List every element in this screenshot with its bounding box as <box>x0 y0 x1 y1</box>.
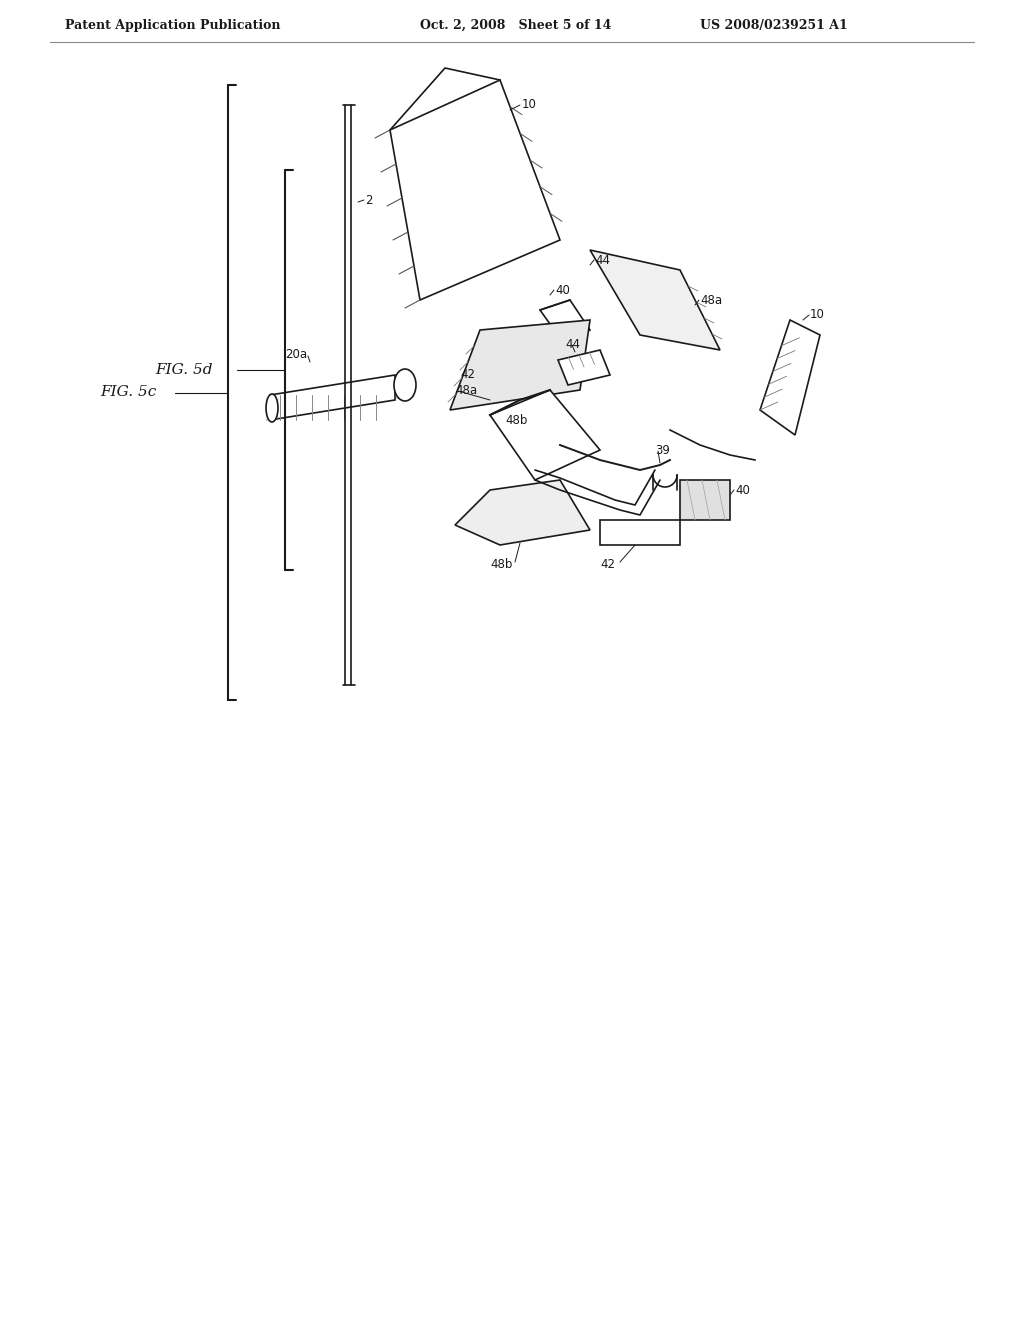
Text: 44: 44 <box>565 338 580 351</box>
Ellipse shape <box>266 393 278 422</box>
Text: 10: 10 <box>522 99 537 111</box>
Polygon shape <box>540 300 590 345</box>
Polygon shape <box>390 81 560 300</box>
Polygon shape <box>600 520 680 545</box>
Text: 20a: 20a <box>285 348 307 362</box>
Text: FIG. 5c: FIG. 5c <box>100 385 157 400</box>
Text: 42: 42 <box>460 368 475 381</box>
Polygon shape <box>760 319 820 436</box>
Text: 40: 40 <box>735 483 750 496</box>
Text: Patent Application Publication: Patent Application Publication <box>65 18 281 32</box>
Polygon shape <box>270 375 395 420</box>
Polygon shape <box>558 350 610 385</box>
Polygon shape <box>455 480 590 545</box>
Text: 48a: 48a <box>700 293 722 306</box>
Text: 48a: 48a <box>455 384 477 396</box>
Text: US 2008/0239251 A1: US 2008/0239251 A1 <box>700 18 848 32</box>
Text: 44: 44 <box>595 253 610 267</box>
Text: 48b: 48b <box>490 558 512 572</box>
Polygon shape <box>680 480 730 520</box>
Text: 42: 42 <box>600 558 615 572</box>
Text: Oct. 2, 2008   Sheet 5 of 14: Oct. 2, 2008 Sheet 5 of 14 <box>420 18 611 32</box>
Polygon shape <box>490 389 600 480</box>
Text: 10: 10 <box>810 309 825 322</box>
Ellipse shape <box>394 370 416 401</box>
Polygon shape <box>450 319 590 411</box>
Text: FIG. 5d: FIG. 5d <box>155 363 213 378</box>
Text: 40: 40 <box>555 284 570 297</box>
Text: 2: 2 <box>365 194 373 206</box>
Polygon shape <box>590 249 720 350</box>
Text: 39: 39 <box>655 444 670 457</box>
Text: 48b: 48b <box>505 413 527 426</box>
